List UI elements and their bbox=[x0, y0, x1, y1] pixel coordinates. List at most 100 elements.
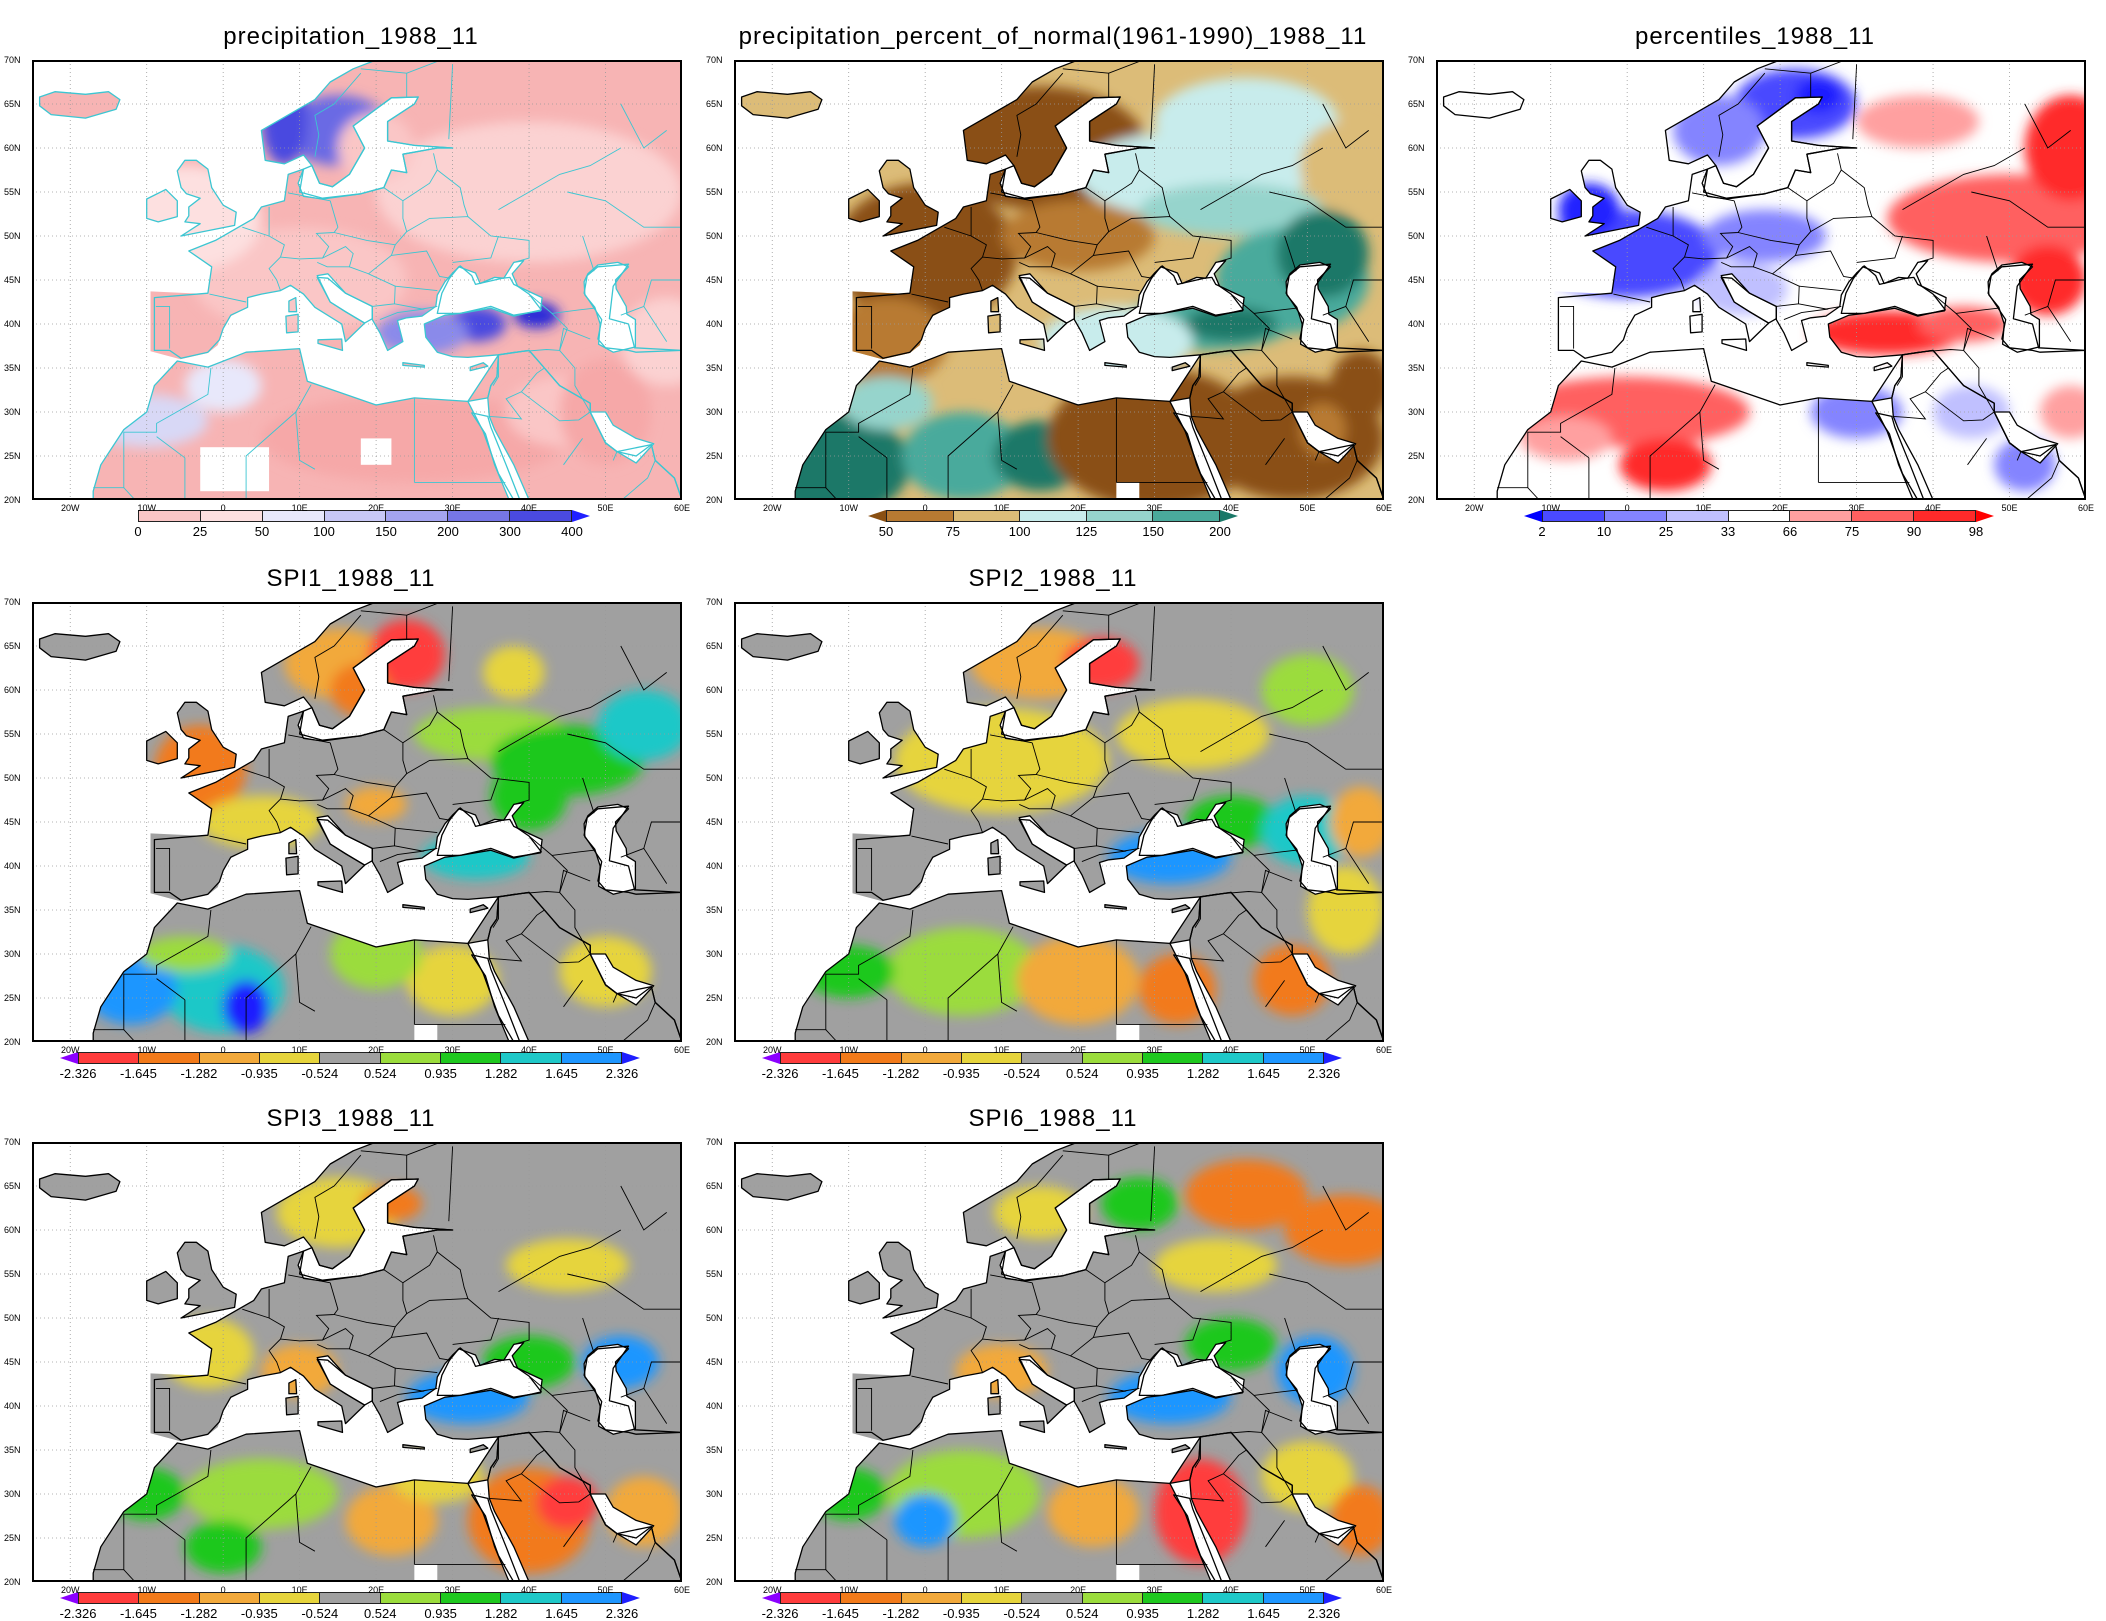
lon-tick-label: 50E bbox=[597, 503, 614, 513]
lon-tick-label: 40E bbox=[1925, 503, 1942, 513]
lat-tick-label: 25N bbox=[4, 993, 21, 1003]
lon-tick-label: 20W bbox=[1464, 503, 1484, 513]
field-contour bbox=[345, 786, 407, 822]
colorbar-left-arrow bbox=[1524, 510, 1542, 522]
lat-tick-label: 65N bbox=[4, 99, 21, 109]
lat-tick-label: 55N bbox=[706, 1269, 723, 1279]
lon-tick-label: 10W bbox=[137, 1585, 156, 1595]
colorbar-cell bbox=[1022, 1053, 1083, 1063]
baltic bbox=[298, 97, 453, 199]
lon-tick-label: 50E bbox=[1299, 503, 1316, 513]
field-contour bbox=[902, 412, 1025, 500]
colorbar-label: -0.524 bbox=[301, 1606, 339, 1621]
lon-tick-label: 20E bbox=[1070, 503, 1087, 513]
lat-tick-label: 25N bbox=[4, 1533, 21, 1543]
coastlines bbox=[38, 60, 682, 500]
colorbar-spi1: -2.326 -1.645 -1.282 -0.935 -0.524 0.524 0.935… bbox=[60, 1052, 640, 1081]
lat-tick-label: 20N bbox=[706, 495, 723, 505]
lon-tick-label: 10W bbox=[137, 1045, 156, 1055]
colorbar-label: 1.282 bbox=[1186, 1066, 1220, 1081]
colorbar-cell bbox=[1543, 511, 1605, 521]
gulf bbox=[590, 1494, 654, 1545]
colorbar-cell bbox=[961, 1593, 1023, 1603]
lon-tick-label: 60E bbox=[2077, 503, 2095, 513]
colorbar-left-arrow bbox=[60, 1592, 78, 1604]
field-contour bbox=[184, 1458, 338, 1530]
colorbar-label: 0.935 bbox=[1126, 1066, 1159, 1081]
lat-tick-label: 50N bbox=[706, 773, 723, 783]
colorbar-cell bbox=[501, 1593, 562, 1603]
lat-tick-label: 20N bbox=[706, 1037, 723, 1047]
colorbar-label: -2.326 bbox=[761, 1606, 799, 1621]
lon-tick-label: 0 bbox=[1624, 503, 1630, 513]
field-contour bbox=[620, 297, 682, 386]
colorbar-label: 2.326 bbox=[605, 1606, 639, 1621]
colorbar-left-arrow bbox=[120, 510, 138, 522]
field-contour bbox=[1116, 698, 1270, 770]
lon-tick-label: 40E bbox=[521, 1585, 538, 1595]
field-contour bbox=[1139, 183, 1323, 236]
panel-title: precipitation_1988_11 bbox=[223, 23, 479, 50]
lon-tick-label: 10W bbox=[1541, 503, 1560, 513]
colorbar-label: 150 bbox=[375, 524, 397, 539]
colorbar-cells bbox=[886, 510, 1220, 522]
colorbar-label: 0 bbox=[134, 524, 142, 539]
gridlines bbox=[734, 1142, 1384, 1582]
no-data bbox=[1818, 482, 1842, 500]
panel-spi1: SPI1_1988_11 -2.326 -1.645 -1.282 -0.935 -0.… bbox=[0, 560, 702, 1081]
colorbar-cell bbox=[1263, 1593, 1323, 1603]
baltic bbox=[1000, 1179, 1155, 1281]
lat-tick-label: 25N bbox=[4, 451, 21, 461]
lon-tick-label: 10E bbox=[993, 1045, 1010, 1055]
colorbar-right-arrow bbox=[1324, 1592, 1342, 1604]
borders bbox=[795, 1142, 1384, 1582]
blacksea bbox=[1139, 260, 1244, 317]
redsea bbox=[1875, 412, 1924, 500]
colorbar-cell bbox=[501, 1053, 562, 1063]
map-precipitation bbox=[32, 60, 682, 500]
lon-tick-label: 0 bbox=[220, 1045, 226, 1055]
colorbar-label: 2.326 bbox=[1307, 1066, 1341, 1081]
lat-tick-label: 35N bbox=[4, 1445, 21, 1455]
borders bbox=[1497, 60, 2086, 500]
field-contour bbox=[1154, 77, 1339, 166]
gulf bbox=[1292, 954, 1356, 1005]
borders bbox=[93, 602, 682, 1042]
colorbar-cell bbox=[448, 511, 511, 521]
lat-tick-label: 30N bbox=[706, 407, 723, 417]
colorbar-label: 0.935 bbox=[424, 1066, 457, 1081]
lat-tick-label: 55N bbox=[706, 187, 723, 197]
lon-tick-label: 10W bbox=[839, 1585, 858, 1595]
caspian bbox=[1286, 804, 1338, 895]
colorbar-cell bbox=[1914, 511, 1976, 521]
field-contour bbox=[1101, 1177, 1178, 1230]
colorbar-cell bbox=[1142, 1593, 1204, 1603]
field-contour bbox=[886, 927, 1040, 1016]
colorbar-cell bbox=[953, 511, 1021, 521]
colorbar-label: 50 bbox=[254, 524, 270, 539]
colorbar-label: -1.645 bbox=[822, 1606, 859, 1621]
colorbar-label: 125 bbox=[1075, 524, 1098, 539]
field-contour bbox=[184, 359, 262, 412]
colorbar-label: 1.282 bbox=[484, 1066, 518, 1081]
adriatic bbox=[317, 273, 373, 324]
colorbar-cell bbox=[841, 1593, 902, 1603]
gridlines bbox=[1436, 60, 2086, 500]
lon-tick-label: 20E bbox=[368, 503, 385, 513]
colorbar-label: -0.935 bbox=[240, 1066, 278, 1081]
no-data bbox=[1116, 1564, 1140, 1582]
lon-tick-label: 0 bbox=[220, 1585, 226, 1595]
borders bbox=[795, 60, 1384, 500]
colorbar-label: -1.282 bbox=[882, 1066, 920, 1081]
lon-tick-label: 0 bbox=[922, 1045, 928, 1055]
lon-tick-label: 20E bbox=[1772, 503, 1789, 513]
lat-tick-label: 50N bbox=[706, 1313, 723, 1323]
colorbar-label: -2.326 bbox=[761, 1066, 799, 1081]
lon-tick-label: 40E bbox=[1223, 1045, 1240, 1055]
adriatic bbox=[1019, 815, 1075, 866]
colorbar-percentiles: 2 10 25 33 66 75 90 98 bbox=[1524, 510, 1994, 539]
colorbar-label: 1.645 bbox=[1247, 1066, 1280, 1081]
gridlines bbox=[32, 602, 682, 1042]
lat-tick-label: 65N bbox=[1408, 99, 1425, 109]
colorbar-cell bbox=[262, 511, 325, 521]
